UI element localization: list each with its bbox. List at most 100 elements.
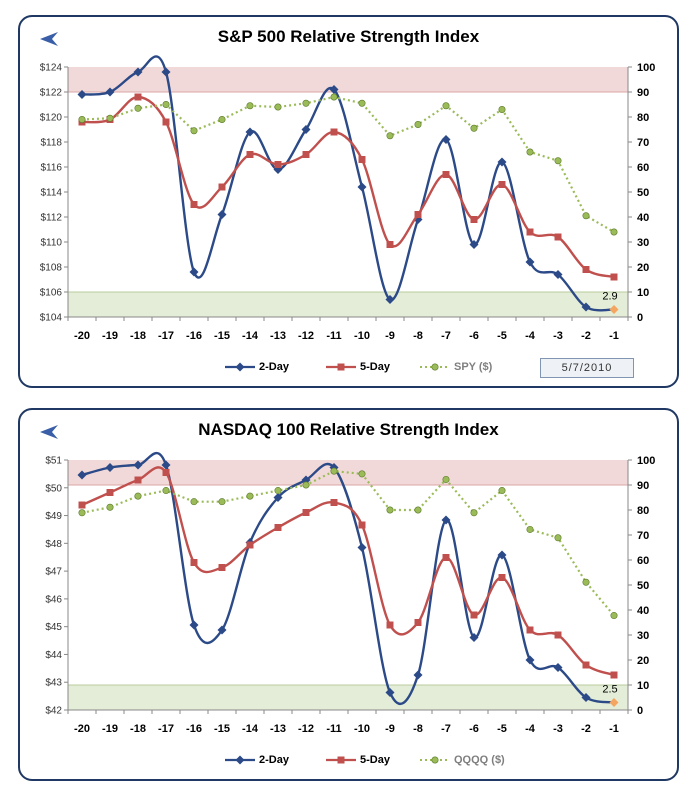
legend-label: 5-Day bbox=[360, 754, 390, 766]
data-point bbox=[442, 102, 450, 110]
left-tick-label: $118 bbox=[40, 138, 62, 149]
legend-swatch bbox=[326, 363, 356, 371]
data-point bbox=[217, 625, 227, 635]
x-tick-label: -10 bbox=[354, 330, 370, 342]
legend-item: SPY ($) bbox=[420, 361, 492, 373]
data-point bbox=[441, 515, 451, 525]
data-point bbox=[581, 693, 591, 702]
right-tick-label: 90 bbox=[637, 480, 649, 492]
data-point bbox=[441, 135, 451, 144]
x-tick-label: -17 bbox=[158, 330, 174, 342]
legend-label: 5-Day bbox=[360, 361, 390, 373]
data-point bbox=[246, 151, 254, 158]
data-point bbox=[610, 671, 618, 679]
series-line bbox=[81, 95, 615, 233]
data-point bbox=[414, 121, 422, 129]
data-point bbox=[301, 125, 311, 134]
data-point bbox=[190, 201, 198, 208]
x-tick-label: -5 bbox=[497, 330, 507, 342]
data-point bbox=[498, 487, 506, 495]
right-tick-label: 80 bbox=[637, 112, 649, 124]
oversold-band bbox=[68, 685, 628, 710]
legend-label: SPY ($) bbox=[454, 361, 493, 373]
data-point bbox=[358, 99, 366, 107]
data-point bbox=[582, 661, 590, 669]
x-tick-label: -13 bbox=[270, 330, 286, 342]
data-point bbox=[133, 460, 143, 470]
right-tick-label: 60 bbox=[637, 162, 649, 174]
x-tick-label: -19 bbox=[102, 723, 118, 735]
series-line bbox=[81, 55, 615, 312]
x-tick-label: -3 bbox=[553, 330, 563, 342]
data-point bbox=[218, 564, 226, 571]
data-point bbox=[162, 118, 170, 126]
chart-legend: 2-Day 5-Day QQQQ ($) bbox=[20, 754, 681, 774]
data-point bbox=[469, 240, 479, 249]
data-point bbox=[386, 132, 394, 140]
legend-item: 2-Day bbox=[225, 754, 289, 766]
x-tick-label: -14 bbox=[242, 723, 259, 735]
data-point bbox=[386, 241, 394, 248]
right-tick-label: 100 bbox=[637, 455, 655, 467]
left-tick-label: $45 bbox=[45, 622, 62, 633]
right-tick-label: 0 bbox=[637, 312, 643, 324]
data-point bbox=[106, 503, 114, 511]
left-tick-label: $51 bbox=[45, 456, 62, 467]
left-tick-label: $116 bbox=[40, 163, 62, 174]
series-line bbox=[81, 95, 615, 279]
data-point bbox=[385, 295, 395, 304]
data-point bbox=[190, 127, 198, 135]
series-5-day bbox=[78, 466, 618, 679]
x-tick-label: -7 bbox=[441, 330, 451, 342]
data-point bbox=[498, 574, 506, 581]
data-point bbox=[330, 128, 338, 136]
right-tick-label: 10 bbox=[637, 287, 649, 299]
data-point bbox=[470, 216, 478, 223]
left-tick-label: $104 bbox=[40, 313, 63, 324]
x-tick-label: -12 bbox=[298, 330, 314, 342]
x-tick-label: -19 bbox=[102, 330, 118, 342]
data-point bbox=[274, 487, 282, 495]
data-point bbox=[554, 534, 562, 542]
right-tick-label: 30 bbox=[637, 237, 649, 249]
legend-swatch bbox=[225, 755, 255, 765]
overbought-band bbox=[68, 67, 628, 92]
data-point bbox=[358, 156, 366, 163]
right-tick-label: 20 bbox=[637, 262, 649, 274]
x-tick-label: -16 bbox=[186, 330, 202, 342]
right-tick-label: 50 bbox=[637, 187, 649, 199]
series-qqqq bbox=[78, 467, 618, 620]
data-point bbox=[582, 578, 590, 586]
x-tick-label: -20 bbox=[74, 723, 90, 735]
legend-marker bbox=[235, 362, 245, 372]
chart-title: S&P 500 Relative Strength Index bbox=[217, 27, 480, 46]
data-point bbox=[526, 525, 534, 533]
x-tick-label: -6 bbox=[469, 330, 479, 342]
left-tick-label: $42 bbox=[45, 706, 62, 717]
data-point bbox=[526, 626, 534, 634]
data-point bbox=[582, 266, 590, 273]
data-point bbox=[526, 148, 534, 156]
data-point bbox=[190, 498, 198, 506]
data-point bbox=[302, 509, 310, 516]
date-box: 5/7/2010 bbox=[540, 358, 634, 378]
legend-marker bbox=[431, 363, 439, 371]
data-point bbox=[134, 476, 142, 484]
series-line bbox=[81, 466, 615, 677]
x-tick-label: -3 bbox=[553, 723, 563, 735]
x-tick-label: -15 bbox=[214, 723, 230, 735]
legend-swatch bbox=[326, 756, 356, 764]
right-tick-label: 80 bbox=[637, 505, 649, 517]
right-tick-label: 100 bbox=[637, 62, 655, 74]
legend-marker bbox=[337, 363, 345, 371]
last-value-label: 2.9 bbox=[602, 291, 617, 303]
x-tick-label: -17 bbox=[158, 723, 174, 735]
data-point bbox=[301, 475, 311, 485]
data-point bbox=[246, 492, 254, 500]
x-tick-label: -6 bbox=[469, 723, 479, 735]
data-point bbox=[134, 104, 142, 112]
data-point bbox=[525, 655, 535, 665]
data-point bbox=[106, 489, 114, 496]
data-point bbox=[386, 506, 394, 514]
left-tick-label: $106 bbox=[40, 288, 63, 299]
